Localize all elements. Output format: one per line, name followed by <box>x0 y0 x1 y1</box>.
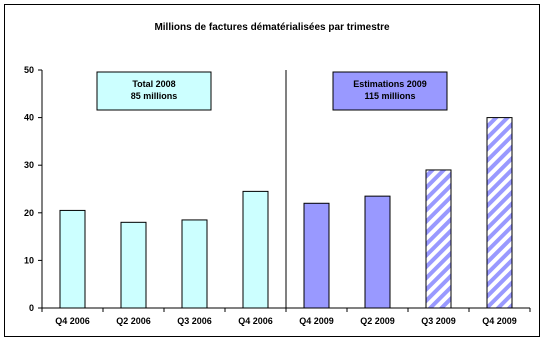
annotation-text: Total 2008 <box>132 79 175 89</box>
plot-area: 0 10 20 30 40 50 Q4 2006 Q2 2006 Q3 2006 Q4 2006 Q… <box>24 65 531 326</box>
y-tick-label: 50 <box>24 65 34 75</box>
y-tick-label: 30 <box>24 160 34 170</box>
annotation-box <box>96 71 212 111</box>
bar <box>364 195 391 309</box>
annotation-text: Estimations 2009 <box>353 79 427 89</box>
y-tick-label: 40 <box>24 113 34 123</box>
bar <box>486 117 513 309</box>
x-tick-label: Q2 2006 <box>116 316 151 326</box>
x-tick-label: Q3 2006 <box>177 316 212 326</box>
bar <box>181 219 208 309</box>
annotation-box <box>332 71 448 111</box>
bar <box>120 221 147 309</box>
x-tick-label: Q4 2009 <box>482 316 517 326</box>
chart-title: Millions de factures dématérialisées par… <box>154 22 390 33</box>
annotation-text: 115 millions <box>364 91 415 101</box>
x-tick-label: Q4 2009 <box>299 316 334 326</box>
y-tick-label: 10 <box>24 255 34 265</box>
bar <box>425 169 452 309</box>
bar <box>303 202 330 309</box>
x-tick-label: Q2 2009 <box>360 316 395 326</box>
bar <box>242 190 269 309</box>
x-tick-label: Q3 2009 <box>421 316 456 326</box>
annotation-text: 85 millions <box>131 91 178 101</box>
bar <box>59 209 86 309</box>
y-tick-label: 0 <box>29 303 34 313</box>
x-tick-label: Q4 2006 <box>55 316 90 326</box>
y-tick-label: 20 <box>24 208 34 218</box>
x-tick-label: Q4 2006 <box>238 316 273 326</box>
